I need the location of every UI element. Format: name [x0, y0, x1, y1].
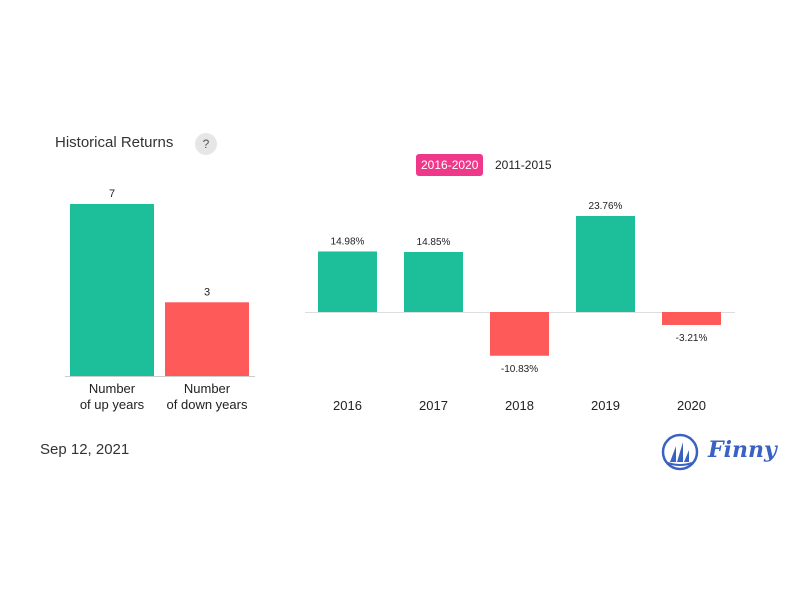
data-label: -10.83%: [501, 364, 538, 375]
bar-up-years: [70, 204, 154, 376]
x-tick-label: 2017: [419, 398, 448, 413]
sailboat-icon: [661, 433, 699, 471]
bar-year-2017: [404, 252, 463, 312]
bar-year-2020: [662, 312, 721, 325]
brand-name: Finny: [708, 437, 777, 463]
bar-down-years: [165, 302, 249, 376]
data-label: 7: [109, 188, 115, 200]
category-label: Number of up years: [80, 381, 145, 412]
x-tick-label: 2016: [333, 398, 362, 413]
finny-logo: Finny: [660, 432, 777, 472]
data-label: 3: [204, 286, 210, 298]
x-tick-label: 2020: [677, 398, 706, 413]
bar-year-2018: [490, 312, 549, 356]
as-of-date: Sep 12, 2021: [40, 441, 130, 458]
chart-title: Historical Returns: [55, 134, 174, 151]
tab-2011-2015[interactable]: 2011-2015: [495, 158, 552, 172]
data-label: -3.21%: [676, 333, 708, 344]
tab-2016-2020[interactable]: 2016-2020: [416, 154, 484, 176]
x-tick-label: 2019: [591, 398, 620, 413]
category-label: Number of down years: [167, 381, 248, 412]
data-label: 14.85%: [417, 237, 451, 248]
data-label: 14.98%: [331, 236, 365, 247]
x-tick-label: 2018: [505, 398, 534, 413]
data-label: 23.76%: [589, 201, 623, 212]
bar-year-2019: [576, 216, 635, 312]
help-icon[interactable]: ?: [195, 133, 217, 155]
bar-year-2016: [318, 251, 377, 312]
